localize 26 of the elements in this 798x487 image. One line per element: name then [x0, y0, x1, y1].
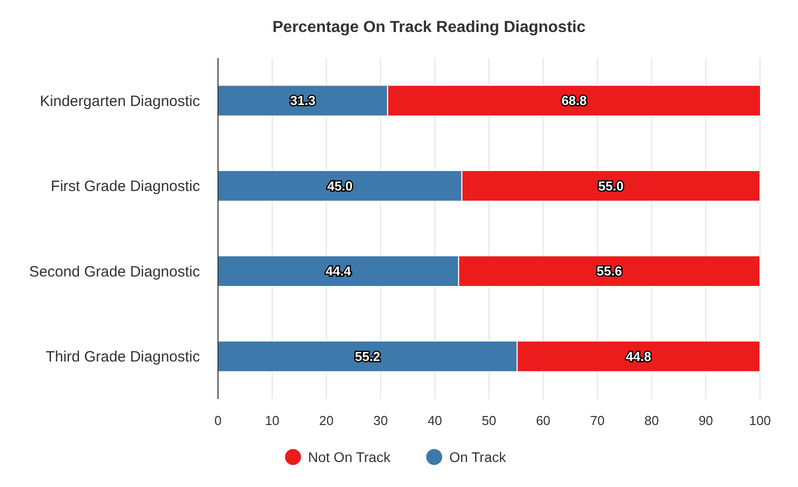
x-tick-label: 100: [749, 413, 771, 428]
x-tick-label: 0: [214, 413, 222, 428]
legend-label: On Track: [449, 448, 507, 465]
x-tick-label: 50: [482, 413, 496, 428]
y-tick-label: Kindergarten Diagnostic: [40, 92, 200, 110]
data-label: 31.3: [290, 93, 316, 108]
data-label: 55.0: [598, 178, 624, 194]
x-tick-label: 90: [698, 413, 714, 428]
y-tick-label: Second Grade Diagnostic: [29, 263, 200, 280]
x-tick-label: 60: [536, 413, 550, 428]
y-tick-label: First Grade Diagnostic: [50, 178, 200, 196]
x-tick-label: 80: [644, 413, 659, 428]
data-label: 55.2: [354, 348, 380, 364]
data-label: 44.4: [326, 264, 352, 279]
x-tick-label: 30: [373, 413, 388, 428]
x-tick-label: 20: [319, 413, 334, 428]
data-label: 68.8: [561, 93, 587, 108]
x-tick-label: 70: [590, 413, 605, 428]
legend-label: Not On Track: [308, 448, 392, 465]
data-label: 55.6: [596, 264, 622, 279]
x-tick-label: 40: [428, 413, 442, 428]
data-label: 44.8: [626, 348, 652, 364]
chart-title: Percentage On Track Reading Diagnostic: [272, 19, 586, 36]
y-tick-label: Third Grade Diagnostic: [46, 348, 200, 366]
data-label: 45.0: [327, 178, 353, 194]
x-tick-label: 10: [264, 413, 280, 428]
